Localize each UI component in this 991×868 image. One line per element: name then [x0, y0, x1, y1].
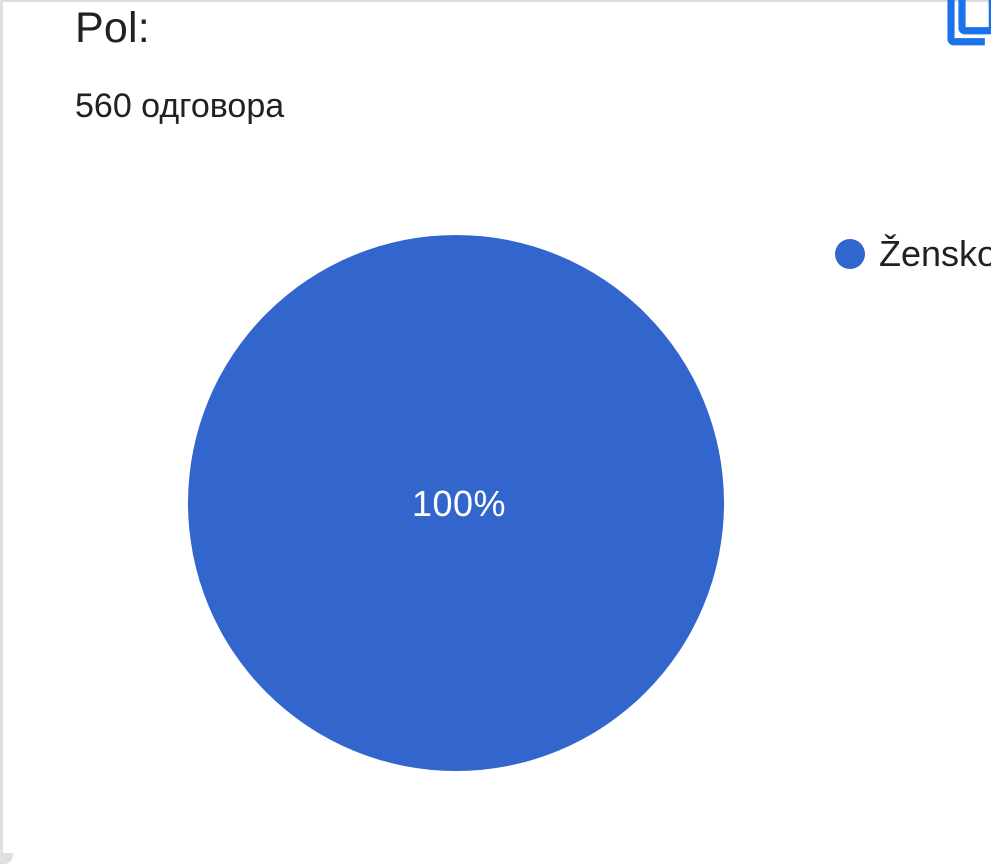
card-top-edge: [0, 0, 991, 2]
copy-chart-button[interactable]: [940, 0, 991, 50]
card-left-edge: [0, 0, 3, 856]
question-title: Pol:: [75, 4, 150, 52]
response-count: 560 одговора: [75, 87, 285, 125]
content-copy-icon: [947, 0, 991, 46]
legend-label: Žensko: [879, 233, 991, 274]
pie-chart[interactable]: 100%: [188, 235, 724, 771]
pie-percentage-label: 100%: [411, 483, 507, 524]
chart-legend: Žensko: [835, 233, 991, 275]
legend-color-dot: [835, 239, 865, 269]
card-corner-mark: [0, 853, 13, 864]
